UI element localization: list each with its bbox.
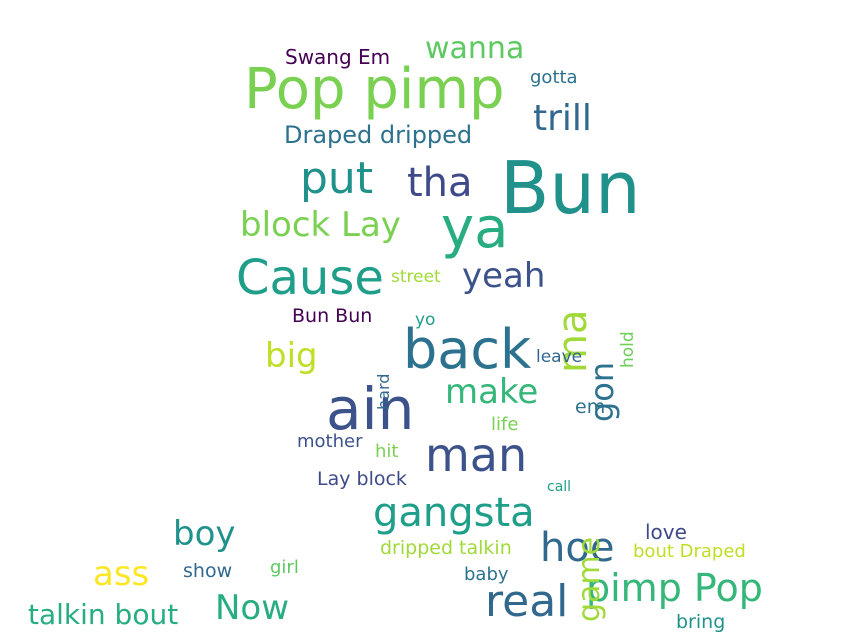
word-show: show (183, 560, 233, 582)
word-bout-draped: bout Draped (633, 541, 746, 562)
word-cause: Cause (236, 250, 384, 306)
word-ya: ya (441, 196, 509, 261)
word-baby: baby (464, 564, 509, 585)
word-bun-bun: Bun Bun (292, 305, 373, 327)
word-street: street (391, 267, 441, 287)
word-put: put (300, 153, 374, 204)
word-swang-em: Swang Em (285, 45, 391, 69)
word-now: Now (215, 588, 290, 628)
word-hold: hold (618, 331, 638, 368)
word-make: make (445, 372, 539, 412)
word-hard: hard (374, 373, 393, 410)
word-talkin-bout: talkin bout (28, 598, 179, 631)
word-call: call (547, 479, 572, 495)
word-bring: bring (676, 611, 726, 633)
word-yeah: yeah (462, 256, 546, 296)
word-love: love (645, 520, 687, 544)
word-block-lay: block Lay (240, 205, 401, 245)
word-ass: ass (93, 554, 150, 594)
word-hit: hit (375, 441, 399, 462)
word-boy: boy (173, 514, 236, 554)
word-gotta: gotta (530, 67, 578, 88)
word-girl: girl (270, 557, 299, 578)
word-lay-block: Lay block (317, 468, 407, 490)
word-game: game (572, 536, 607, 622)
word-life: life (491, 414, 519, 435)
word-gangsta: gangsta (373, 490, 535, 536)
word-hoe: hoe (540, 525, 615, 571)
word-em: em (575, 396, 606, 418)
word-big: big (265, 336, 318, 376)
word-real: real (485, 576, 569, 627)
word-mother: mother (297, 431, 363, 452)
word-dripped-talkin: dripped talkin (380, 537, 512, 559)
word-yo: yo (415, 310, 436, 330)
word-bun: Bun (500, 146, 641, 230)
word-draped-dripped: Draped dripped (284, 121, 473, 149)
word-ain: ain (326, 375, 415, 443)
word-wanna: wanna (425, 31, 525, 66)
word-pop-pimp: Pop pimp (244, 57, 505, 122)
word-trill: trill (533, 98, 592, 139)
word-back: back (403, 318, 532, 381)
word-pimp-pop: pimp Pop (586, 566, 763, 610)
word-leave: leave (536, 347, 583, 367)
word-tha: tha (407, 160, 473, 206)
word-man: man (425, 428, 528, 482)
